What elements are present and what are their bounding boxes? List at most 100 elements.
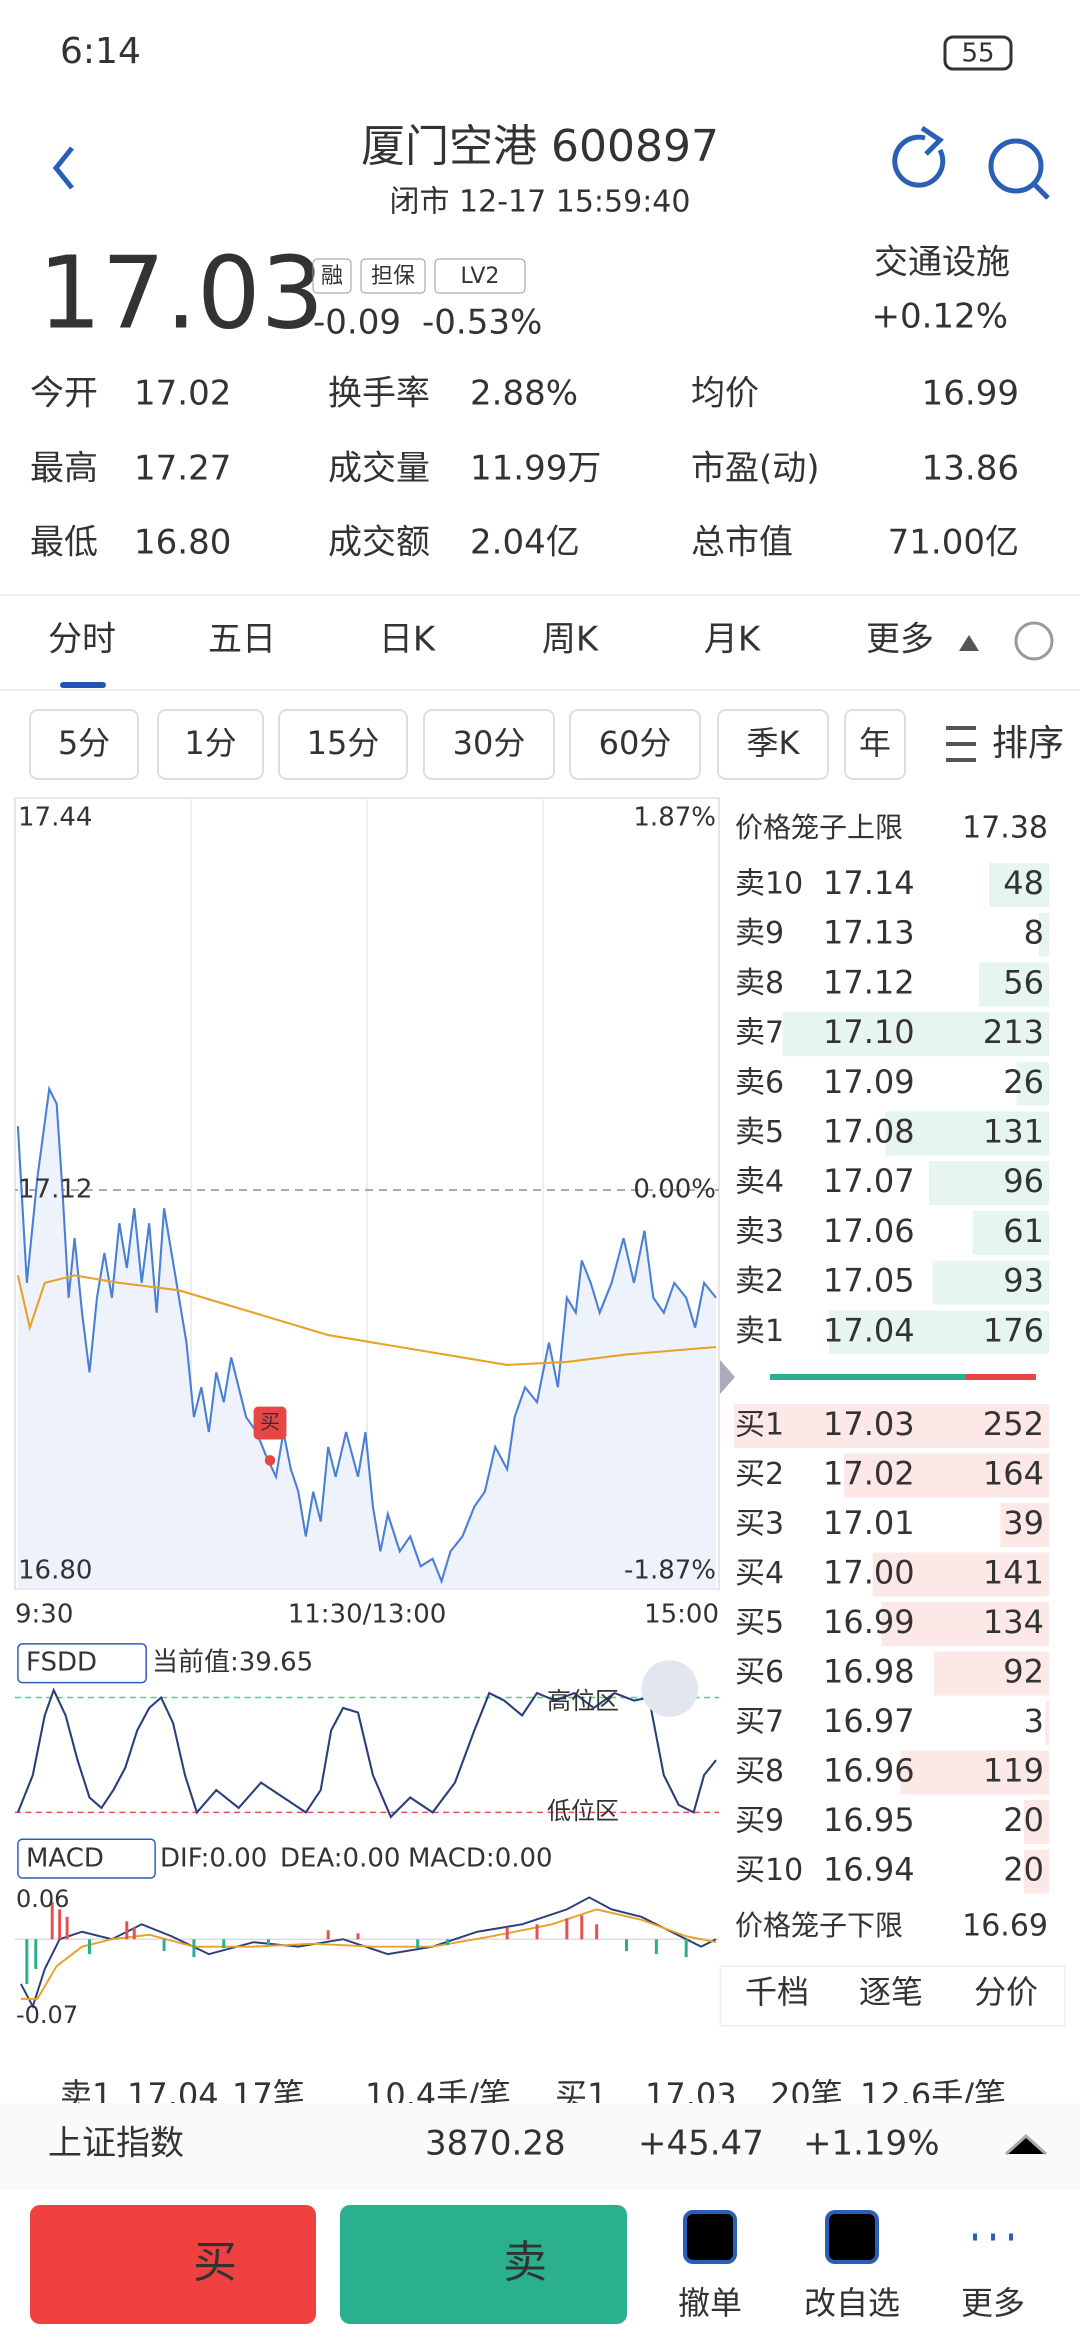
level-volume: 213 — [983, 1013, 1044, 1051]
volume-bar — [734, 1404, 1049, 1448]
price-line — [16, 1085, 717, 1585]
level-price: 17.04 — [823, 1311, 915, 1349]
subtab-box[interactable] — [423, 709, 555, 780]
ob-tabs — [719, 1965, 1066, 2027]
tab[interactable]: 分时 — [48, 620, 116, 660]
subtab-box[interactable] — [278, 709, 408, 780]
level-label: 买4 — [735, 1556, 784, 1591]
volume-bar — [1045, 1701, 1049, 1745]
sell-label[interactable]: 卖 — [503, 2237, 547, 2288]
level-label: 卖8 — [735, 966, 784, 1001]
search-icon[interactable] — [988, 138, 1044, 194]
level-volume: 96 — [1003, 1162, 1044, 1200]
indicator-name: MACD — [26, 1844, 104, 1874]
level-volume: 61 — [1003, 1212, 1044, 1250]
volume-bar — [885, 1111, 1049, 1156]
tab[interactable]: 周K — [542, 620, 600, 660]
x-label: 11:30/13:00 — [288, 1600, 447, 1630]
subtab[interactable]: 年 — [859, 724, 891, 762]
level-label: 买5 — [735, 1606, 784, 1641]
ratio-bid — [966, 1374, 1036, 1380]
stat-value: 17.27 — [134, 449, 231, 489]
collapse[interactable] — [720, 1360, 735, 1394]
ob-tab[interactable]: 分价 — [974, 1973, 1038, 2011]
macd-bars-up — [50, 1901, 599, 1940]
index-bar[interactable] — [0, 2103, 1080, 2190]
level-price: 17.02 — [823, 1455, 915, 1493]
level-volume: 131 — [983, 1113, 1044, 1151]
level-label: 卖3 — [735, 1214, 784, 1249]
level-price: 17.09 — [823, 1063, 915, 1101]
switch-icon[interactable] — [641, 1660, 699, 1717]
level-label: 买8 — [735, 1754, 784, 1789]
level-price: 17.06 — [823, 1212, 915, 1250]
low-zone: 低位区 — [547, 1797, 619, 1825]
volume-bar — [1024, 1800, 1049, 1844]
subtab[interactable]: 1分 — [184, 724, 236, 762]
level-price: 17.07 — [823, 1162, 915, 1200]
volume-bar — [989, 863, 1049, 907]
tag-box — [312, 258, 352, 294]
volume-bar — [782, 1012, 1049, 1057]
stat-value: 11.99万 — [470, 449, 601, 489]
macd-box[interactable] — [17, 1838, 156, 1879]
level-price: 16.96 — [823, 1752, 915, 1790]
pct-label: -1.87% — [624, 1556, 716, 1586]
stat-value: 2.04亿 — [470, 523, 580, 563]
level-volume: 20 — [1003, 1851, 1044, 1889]
level-price: 17.01 — [823, 1504, 915, 1542]
action-label[interactable]: 撤单 — [678, 2284, 742, 2322]
subtab-box[interactable] — [569, 709, 701, 780]
index-value: 3870.28 — [425, 2124, 566, 2164]
refresh-icon[interactable] — [892, 125, 946, 188]
subtab-box[interactable] — [157, 709, 264, 780]
buy-button[interactable] — [30, 2205, 316, 2324]
subtab[interactable]: 30分 — [453, 724, 526, 762]
action-label[interactable]: 改自选 — [804, 2284, 900, 2322]
cage-lower-label: 价格笼子下限 — [735, 1909, 903, 1942]
volume-bar — [829, 1310, 1049, 1355]
volume-bar — [900, 1750, 1049, 1795]
action-label[interactable]: 更多 — [961, 2284, 1025, 2322]
subtab[interactable]: 季K — [747, 724, 801, 762]
search-handle — [1032, 182, 1050, 200]
y-label: 17.44 — [18, 803, 92, 833]
level-price: 17.05 — [823, 1262, 915, 1300]
high-zone: 高位区 — [547, 1687, 619, 1715]
subtab-box[interactable] — [29, 709, 139, 780]
x-label: 15:00 — [644, 1600, 719, 1630]
sell-button[interactable] — [340, 2205, 627, 2324]
tab[interactable]: 五日 — [208, 620, 276, 660]
subtab[interactable]: 60分 — [599, 724, 672, 762]
tab[interactable]: 月K — [704, 620, 762, 660]
fsdd-box[interactable] — [17, 1643, 147, 1684]
watch-icon[interactable] — [825, 2210, 879, 2264]
stat-value: 13.86 — [922, 449, 1019, 489]
tab[interactable]: 日K — [379, 620, 437, 660]
settings-icon[interactable] — [1014, 621, 1054, 661]
level-volume: 176 — [983, 1311, 1044, 1349]
macd-top: 0.06 — [16, 1885, 69, 1913]
stat-label: 成交额 — [328, 523, 430, 563]
buy-label[interactable]: 买 — [193, 2237, 237, 2288]
stock-title: 厦门空港 600897 — [361, 121, 719, 172]
ob-tab[interactable]: 千档 — [745, 1973, 809, 2011]
price-chart — [14, 1085, 1066, 2027]
chevron[interactable] — [1004, 2133, 1048, 2156]
sort[interactable]: 排序 — [992, 723, 1064, 764]
y-label: 17.12 — [18, 1175, 92, 1205]
subtab[interactable]: 15分 — [307, 724, 380, 762]
subtab-box[interactable] — [844, 709, 906, 780]
tab[interactable]: 更多 — [866, 620, 934, 660]
subtab-box[interactable] — [717, 709, 829, 780]
subtab[interactable]: 5分 — [58, 724, 110, 762]
ob-tab[interactable]: 逐笔 — [859, 1973, 923, 2011]
sector[interactable]: 交通设施 — [874, 243, 1010, 283]
decor — [0, 35, 1080, 2027]
cancel-icon[interactable] — [683, 2210, 737, 2264]
macd-bottom: -0.07 — [16, 2001, 78, 2029]
indicator-name: FSDD — [26, 1648, 97, 1678]
level-volume: 56 — [1003, 963, 1044, 1001]
back-icon[interactable] — [52, 146, 74, 190]
